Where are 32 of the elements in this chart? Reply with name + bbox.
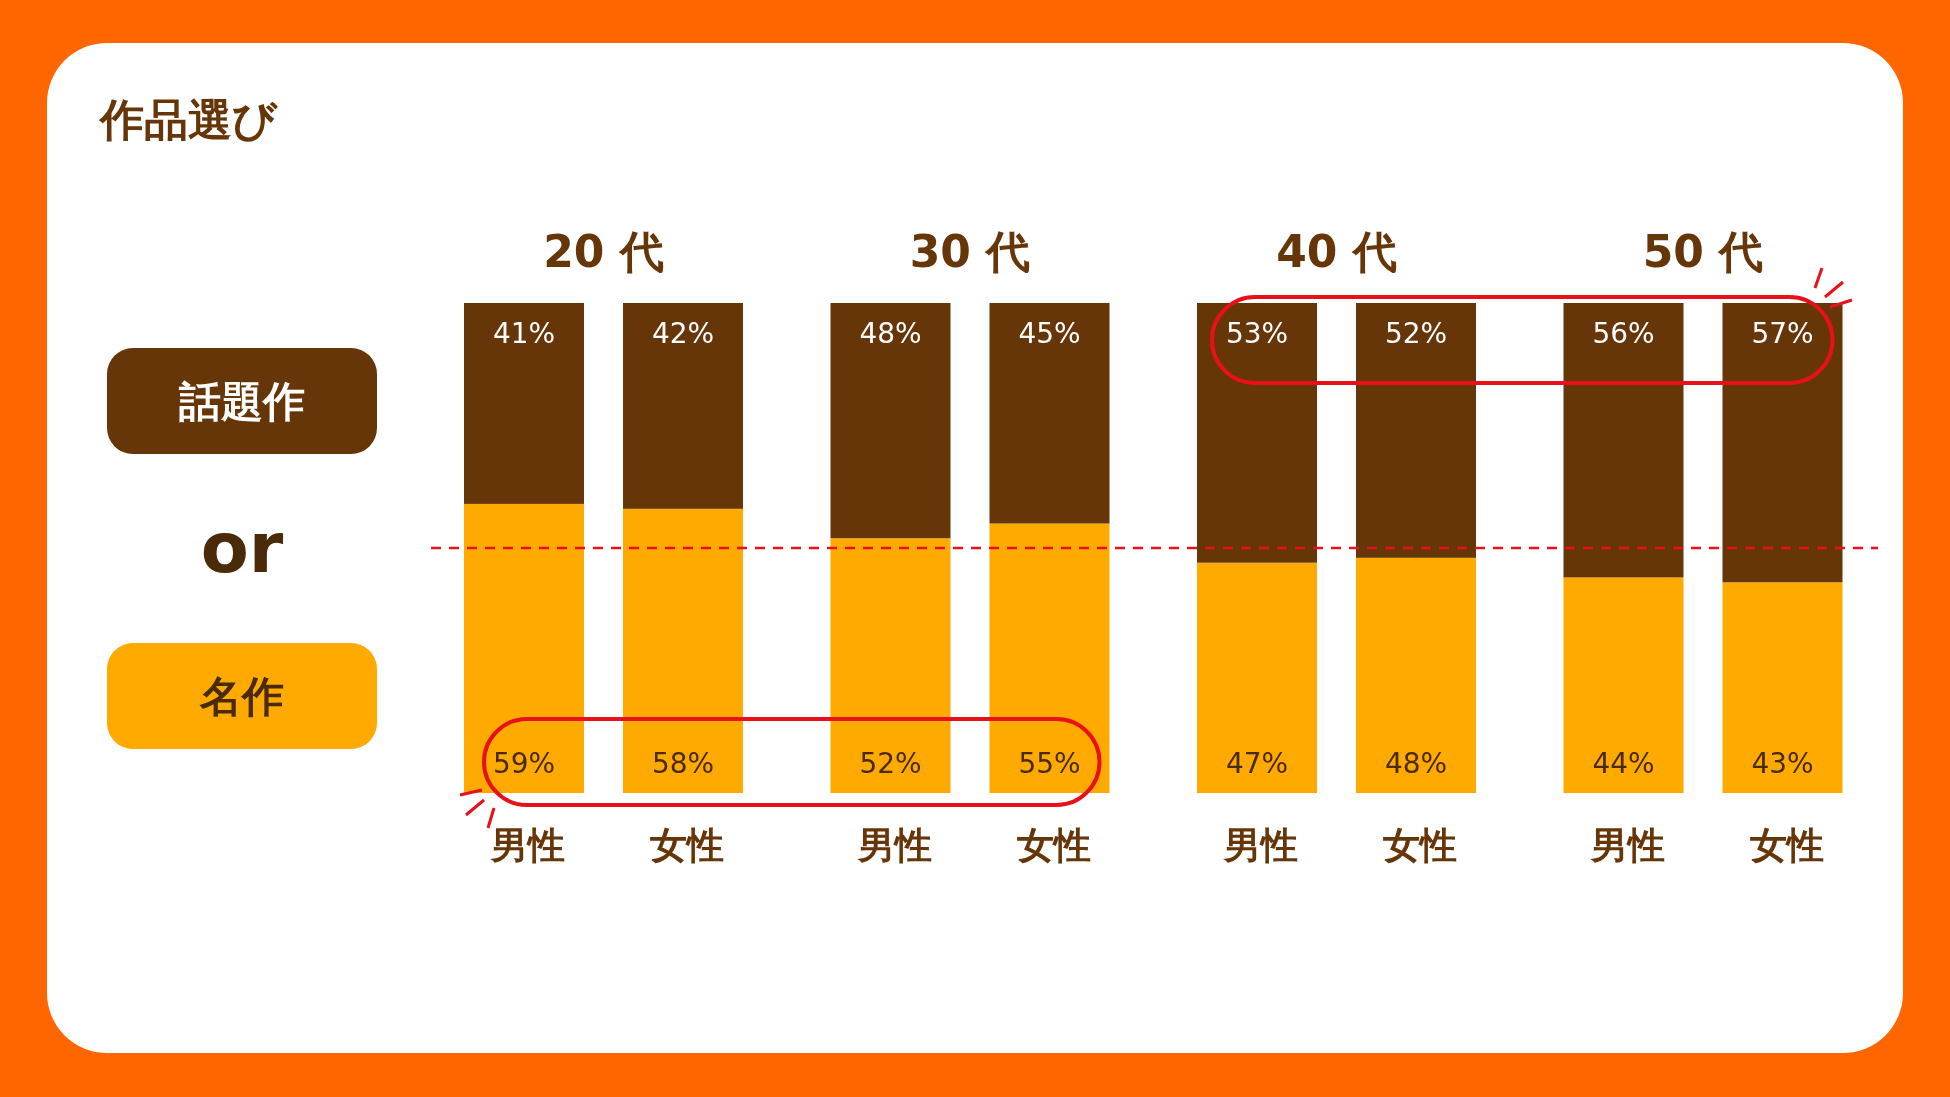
x-tick-label: 女性 [1749,824,1824,867]
x-tick-label: 女性 [1383,824,1457,867]
data-label: 45% [1018,317,1081,350]
x-tick-label: 男性 [490,824,565,867]
data-label: 47% [1225,747,1289,780]
data-label: 52% [859,747,922,780]
x-tick-label: 男性 [1223,824,1298,867]
data-label: 52% [1384,317,1448,350]
text: 名作 [199,672,284,721]
data-label: 53% [1225,317,1289,350]
chart-title: 作品選び [98,94,278,145]
data-label: 41% [492,317,556,350]
data-label: 57% [1751,317,1814,350]
x-tick-label: 女性 [650,824,724,867]
x-tick-label: 女性 [1016,824,1091,867]
data-label: 44% [1592,747,1655,780]
text: 話題作 [178,377,305,426]
text: 50 代 [1642,226,1764,277]
x-tick-label: 男性 [1589,824,1665,867]
data-label: 59% [492,747,556,780]
text: 40 代 [1276,226,1397,277]
text: 30 代 [909,226,1031,277]
data-label: 43% [1751,747,1814,780]
text: or [200,507,284,589]
text: 20 代 [543,226,664,277]
x-tick-label: 男性 [856,824,932,867]
data-label: 56% [1592,317,1655,350]
data-label: 42% [651,317,715,350]
data-label: 48% [859,317,922,350]
data-label: 55% [1018,747,1081,780]
data-label: 58% [651,747,715,780]
data-label: 48% [1384,747,1448,780]
